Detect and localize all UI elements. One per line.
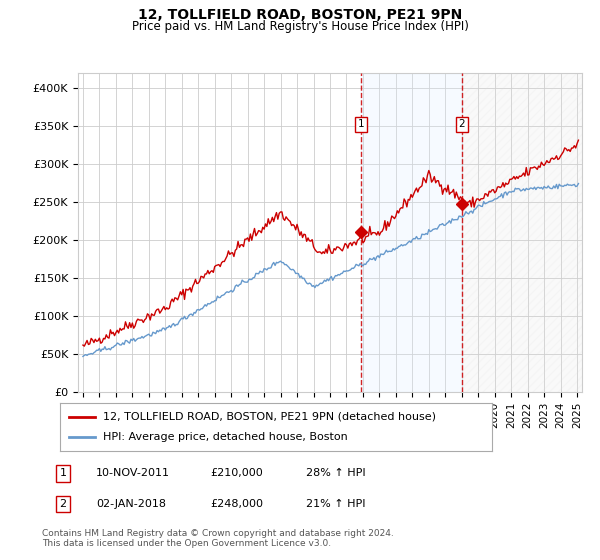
Text: 10-NOV-2011: 10-NOV-2011 (96, 468, 170, 478)
Text: £210,000: £210,000 (210, 468, 263, 478)
Text: This data is licensed under the Open Government Licence v3.0.: This data is licensed under the Open Gov… (42, 539, 331, 548)
Text: 21% ↑ HPI: 21% ↑ HPI (306, 499, 365, 509)
Text: 2: 2 (458, 119, 465, 129)
Text: HPI: Average price, detached house, Boston: HPI: Average price, detached house, Bost… (103, 432, 348, 442)
Text: 1: 1 (59, 468, 67, 478)
Text: 1: 1 (358, 119, 364, 129)
Text: 02-JAN-2018: 02-JAN-2018 (96, 499, 166, 509)
Text: 12, TOLLFIELD ROAD, BOSTON, PE21 9PN: 12, TOLLFIELD ROAD, BOSTON, PE21 9PN (138, 8, 462, 22)
Bar (361, 73, 462, 392)
Text: Contains HM Land Registry data © Crown copyright and database right 2024.: Contains HM Land Registry data © Crown c… (42, 529, 394, 538)
Text: Price paid vs. HM Land Registry's House Price Index (HPI): Price paid vs. HM Land Registry's House … (131, 20, 469, 32)
Text: £248,000: £248,000 (210, 499, 263, 509)
Text: 12, TOLLFIELD ROAD, BOSTON, PE21 9PN (detached house): 12, TOLLFIELD ROAD, BOSTON, PE21 9PN (de… (103, 412, 436, 422)
Bar (462, 73, 585, 392)
Text: 2: 2 (59, 499, 67, 509)
Text: 28% ↑ HPI: 28% ↑ HPI (306, 468, 365, 478)
